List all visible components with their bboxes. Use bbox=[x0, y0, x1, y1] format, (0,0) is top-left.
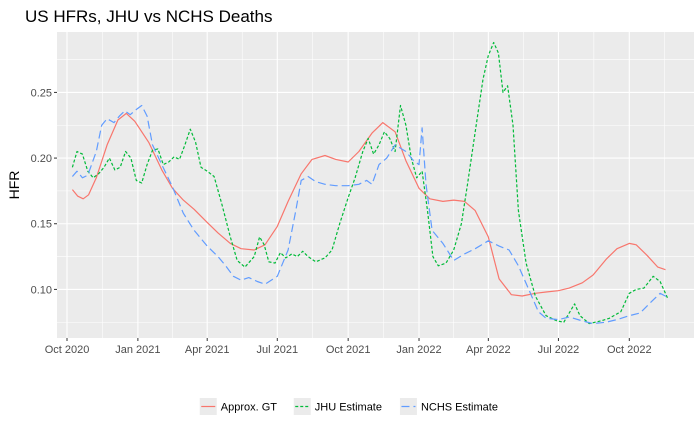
legend-label-approx-gt: Approx. GT bbox=[221, 402, 278, 414]
x-tick-label-0: Oct 2020 bbox=[45, 344, 90, 356]
series-line-nchs-estimate bbox=[71, 104, 669, 325]
y-axis-title: HFR bbox=[6, 171, 22, 200]
x-tick-label-6: Apr 2022 bbox=[466, 344, 511, 356]
series-lines bbox=[71, 41, 669, 325]
x-tick-label-4: Oct 2021 bbox=[326, 344, 371, 356]
series-line-approx-gt bbox=[71, 112, 666, 297]
plot-panel bbox=[57, 32, 694, 338]
x-axis: Oct 2020 Jan 2021 Apr 2021 Jul 2021 Oct 2021… bbox=[45, 338, 652, 356]
legend-label-jhu-estimate: JHU Estimate bbox=[315, 402, 382, 414]
x-tick-label-7: Jul 2022 bbox=[538, 344, 580, 356]
x-tick-label-2: Apr 2021 bbox=[185, 344, 230, 356]
x-tick-label-1: Jan 2021 bbox=[115, 344, 160, 356]
chart-title: US HFRs, JHU vs NCHS Deaths bbox=[25, 7, 272, 26]
x-tick-label-3: Jul 2021 bbox=[256, 344, 298, 356]
y-tick-label-0: 0.10 bbox=[31, 284, 52, 296]
legend: Approx. GT JHU Estimate NCHS Estimate bbox=[199, 398, 498, 415]
y-tick-label-3: 0.25 bbox=[31, 87, 52, 99]
x-tick-label-5: Jan 2022 bbox=[396, 344, 441, 356]
grid-minor bbox=[57, 32, 694, 338]
grid-major bbox=[57, 32, 694, 338]
y-tick-label-2: 0.20 bbox=[31, 153, 52, 165]
y-axis: 0.10 0.15 0.20 0.25 bbox=[31, 87, 57, 296]
y-tick-label-1: 0.15 bbox=[31, 219, 52, 231]
legend-label-nchs-estimate: NCHS Estimate bbox=[421, 402, 498, 414]
x-tick-label-8: Oct 2022 bbox=[607, 344, 652, 356]
